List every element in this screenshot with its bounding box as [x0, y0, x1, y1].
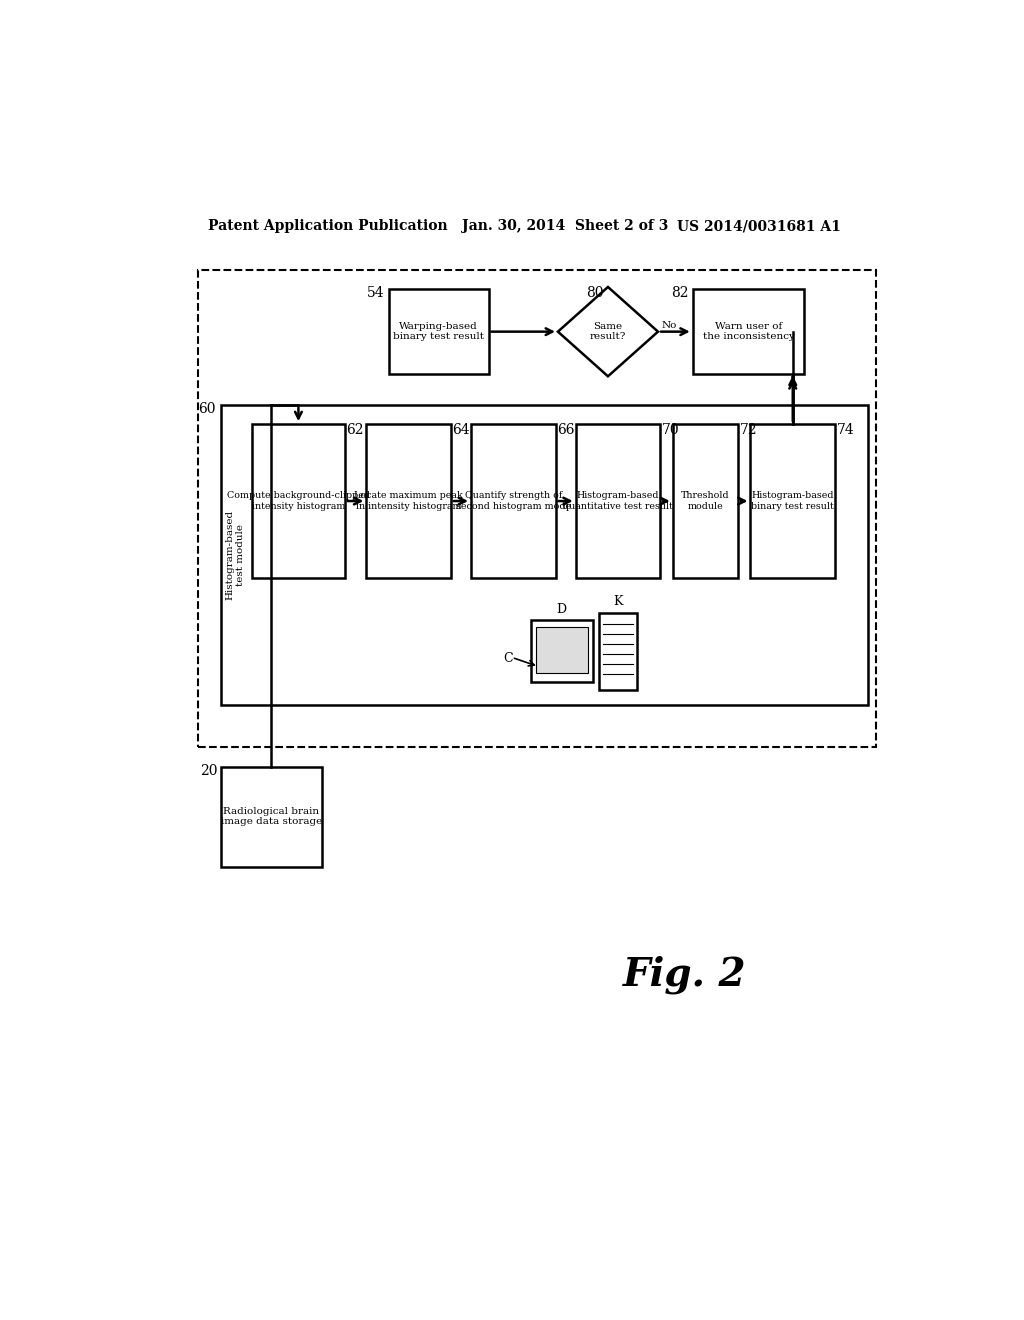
Text: Fig. 2: Fig. 2 — [624, 956, 746, 994]
Polygon shape — [558, 286, 658, 376]
Text: Histogram-based
binary test result: Histogram-based binary test result — [752, 491, 835, 511]
Bar — [221, 405, 868, 705]
Text: Same
result?: Same result? — [590, 322, 626, 342]
Text: Locate maximum peak
in intensity histogram: Locate maximum peak in intensity histogr… — [354, 491, 463, 511]
Text: 60: 60 — [198, 401, 215, 416]
Bar — [575, 424, 660, 578]
Text: Patent Application Publication: Patent Application Publication — [208, 219, 447, 234]
Text: K: K — [613, 595, 623, 609]
Text: Compute background-clipped
intensity histogram: Compute background-clipped intensity his… — [227, 491, 370, 511]
Text: 54: 54 — [367, 286, 385, 300]
Bar — [599, 612, 637, 689]
Text: 20: 20 — [200, 763, 217, 777]
Text: 72: 72 — [739, 422, 758, 437]
Text: C: C — [503, 652, 513, 665]
Bar — [673, 424, 738, 578]
Bar — [692, 289, 804, 374]
Bar — [536, 627, 588, 673]
Text: US 2014/0031681 A1: US 2014/0031681 A1 — [677, 219, 841, 234]
Bar — [388, 289, 488, 374]
Bar — [199, 271, 876, 747]
Bar — [751, 424, 836, 578]
Bar — [471, 424, 556, 578]
Text: Warping-based
binary test result: Warping-based binary test result — [393, 322, 484, 342]
Text: D: D — [557, 603, 567, 616]
Text: 64: 64 — [453, 422, 470, 437]
Bar — [221, 767, 322, 867]
Bar — [367, 424, 451, 578]
Text: 82: 82 — [672, 286, 689, 300]
Text: Radiological brain
image data storage: Radiological brain image data storage — [221, 807, 323, 826]
Text: Warn user of
the inconsistency: Warn user of the inconsistency — [702, 322, 795, 342]
Text: 70: 70 — [662, 422, 680, 437]
Text: Quantify strength of
second histogram mode: Quantify strength of second histogram mo… — [456, 491, 570, 511]
Text: 66: 66 — [557, 422, 574, 437]
Text: 74: 74 — [837, 422, 854, 437]
Text: 62: 62 — [346, 422, 364, 437]
Text: Histogram-based
test module: Histogram-based test module — [225, 510, 245, 601]
Text: 80: 80 — [587, 286, 604, 300]
Text: Threshold
module: Threshold module — [681, 491, 730, 511]
Bar — [531, 620, 593, 682]
Bar — [252, 424, 345, 578]
Text: Histogram-based
quantitative test result: Histogram-based quantitative test result — [563, 491, 673, 511]
Text: Jan. 30, 2014  Sheet 2 of 3: Jan. 30, 2014 Sheet 2 of 3 — [462, 219, 668, 234]
Text: No: No — [662, 321, 677, 330]
